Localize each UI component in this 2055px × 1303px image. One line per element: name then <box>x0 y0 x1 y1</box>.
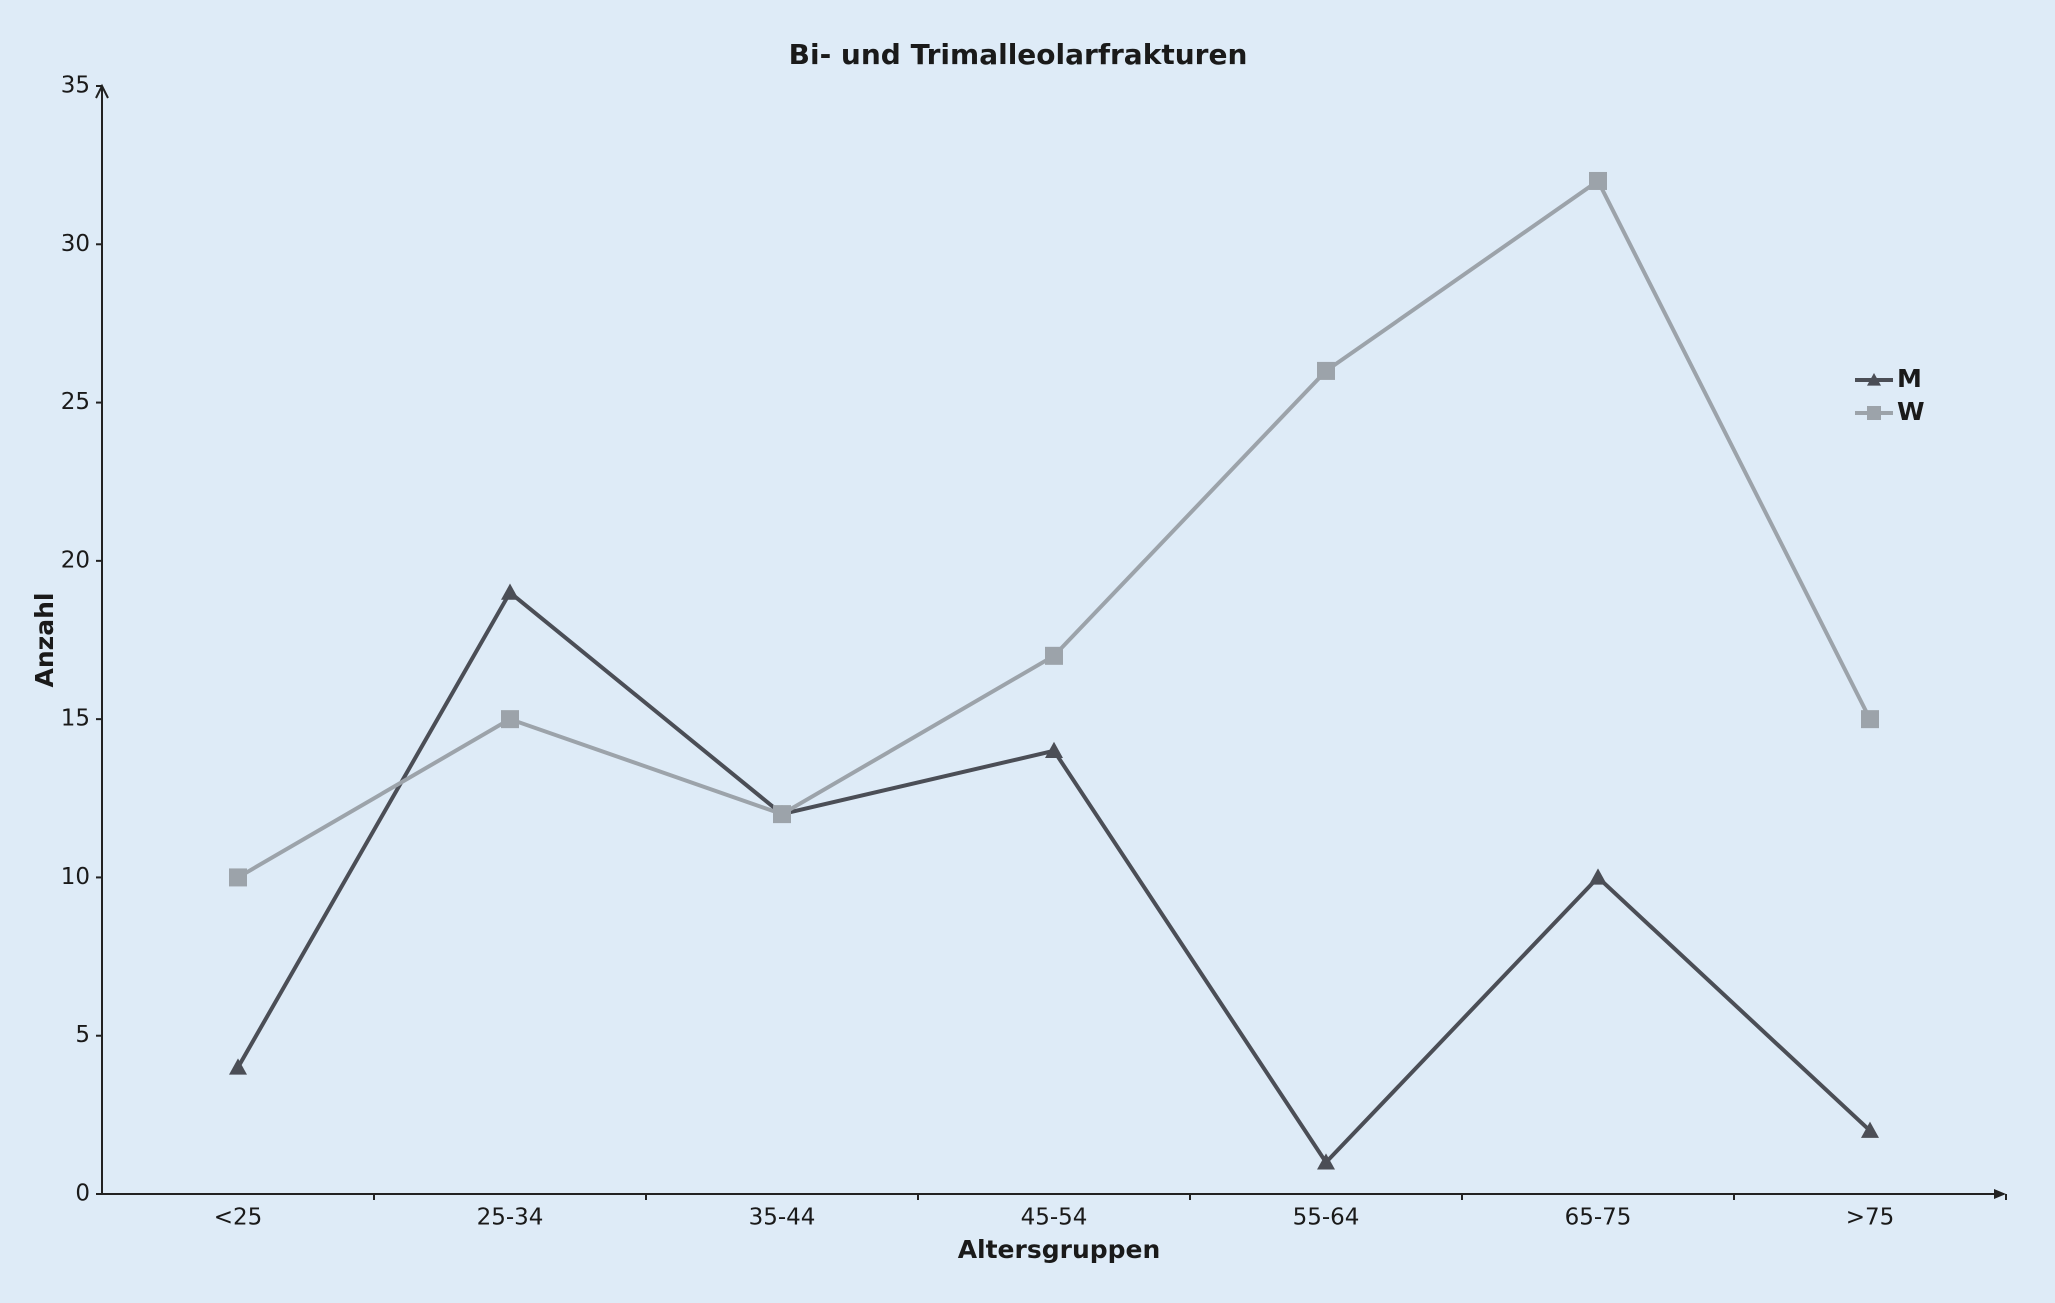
x-tick-label: 65-75 <box>1565 1205 1632 1231</box>
point-marker <box>1317 1153 1335 1170</box>
point-marker <box>773 805 791 824</box>
point-marker <box>1589 868 1607 885</box>
legend-marker <box>1867 373 1881 386</box>
x-tick-label: 45-54 <box>1021 1205 1088 1231</box>
y-axis-label: Anzahl <box>30 593 59 688</box>
y-tick-label: 25 <box>61 389 90 415</box>
point-marker <box>1317 361 1335 380</box>
point-marker <box>1861 1121 1879 1138</box>
point-marker <box>1589 171 1607 190</box>
legend-marker <box>1867 406 1881 420</box>
point-marker <box>1045 741 1063 758</box>
x-tick-label: >75 <box>1846 1205 1895 1231</box>
point-marker <box>501 710 519 729</box>
x-tick-label: <25 <box>214 1205 263 1231</box>
legend-label: M <box>1897 364 1922 393</box>
x-axis-arrow <box>1994 1189 2006 1199</box>
x-axis-label: Altersgruppen <box>958 1235 1161 1264</box>
point-marker <box>501 583 519 600</box>
y-tick-label: 20 <box>61 547 90 573</box>
x-tick-label: 55-64 <box>1293 1205 1360 1231</box>
y-tick-label: 5 <box>75 1022 90 1048</box>
point-marker <box>229 1058 247 1075</box>
y-tick-label: 15 <box>61 706 90 732</box>
x-tick-label: 35-44 <box>749 1205 816 1231</box>
point-marker <box>229 868 247 887</box>
point-marker <box>1045 646 1063 665</box>
y-tick-label: 0 <box>75 1181 90 1207</box>
x-tick-label: 25-34 <box>477 1205 544 1231</box>
y-tick-label: 10 <box>61 864 90 890</box>
legend-label: W <box>1897 397 1925 426</box>
chart-title: Bi- und Trimalleolarfrakturen <box>789 38 1248 71</box>
y-tick-label: 30 <box>61 231 90 257</box>
y-tick-label: 35 <box>61 73 90 99</box>
point-marker <box>1861 710 1879 729</box>
